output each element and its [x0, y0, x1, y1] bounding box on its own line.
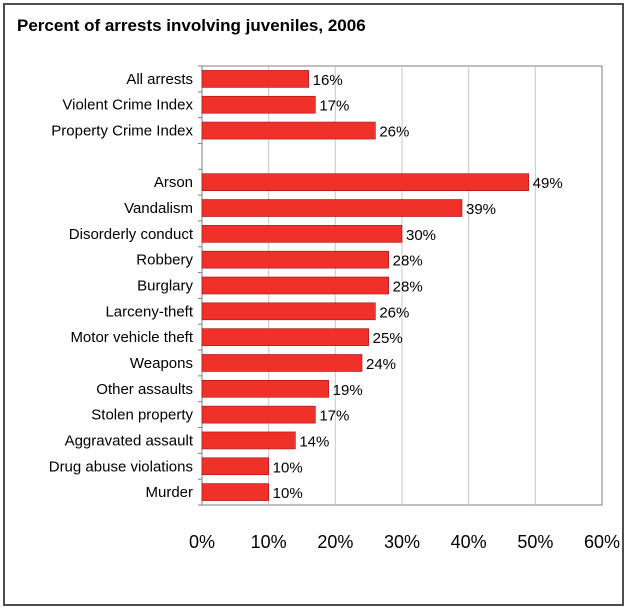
x-tick-label: 40% [451, 532, 487, 552]
data-label: 10% [273, 459, 303, 476]
category-label: Property Crime Index [51, 123, 193, 140]
data-label: 28% [393, 253, 423, 270]
x-tick-label: 30% [384, 532, 420, 552]
bar [201, 173, 529, 192]
category-label: Violent Crime Index [62, 97, 193, 114]
data-label: 26% [379, 304, 409, 321]
bar [201, 225, 403, 243]
bar [201, 95, 316, 114]
bar [201, 199, 463, 217]
category-label: Burglary [137, 278, 193, 295]
bar [201, 431, 296, 450]
data-label: 28% [393, 279, 423, 296]
category-label: Drug abuse violations [49, 458, 193, 475]
bar [201, 379, 329, 398]
data-label: 49% [533, 175, 563, 192]
x-tick-label: 60% [584, 532, 620, 552]
category-label: Disorderly conduct [69, 226, 194, 243]
data-label: 30% [406, 227, 436, 244]
bar [201, 457, 269, 476]
category-label: Aggravated assault [65, 432, 194, 449]
x-tick-label: 50% [517, 532, 553, 552]
x-tick-label: 20% [317, 532, 353, 552]
data-label: 17% [319, 408, 349, 425]
category-label: Murder [145, 484, 193, 501]
data-label: 39% [466, 201, 496, 218]
category-label: All arrests [126, 71, 193, 88]
category-label: Stolen property [91, 407, 193, 424]
chart-title: Percent of arrests involving juveniles, … [17, 16, 366, 35]
bar [201, 302, 376, 321]
data-label: 24% [366, 356, 396, 373]
category-label: Robbery [136, 252, 193, 269]
bar [201, 405, 316, 424]
data-label: 17% [319, 98, 349, 115]
bar [201, 354, 363, 372]
data-label: 10% [273, 485, 303, 502]
bar [201, 483, 269, 501]
data-label: 14% [299, 433, 329, 450]
bar [201, 250, 389, 269]
data-label: 26% [379, 124, 409, 141]
category-label: Vandalism [124, 200, 193, 217]
category-label: Arson [154, 174, 193, 191]
bar [201, 70, 309, 88]
category-label: Other assaults [96, 381, 193, 398]
bar [201, 121, 376, 140]
data-label: 19% [333, 382, 363, 399]
category-label: Weapons [130, 355, 193, 372]
category-label: Larceny-theft [105, 303, 193, 320]
bar [201, 276, 389, 295]
category-label: Motor vehicle theft [70, 329, 193, 346]
x-tick-label: 0% [189, 532, 215, 552]
data-label: 16% [313, 72, 343, 89]
bar [201, 328, 369, 346]
data-label: 25% [373, 330, 403, 347]
x-tick-label: 10% [251, 532, 287, 552]
